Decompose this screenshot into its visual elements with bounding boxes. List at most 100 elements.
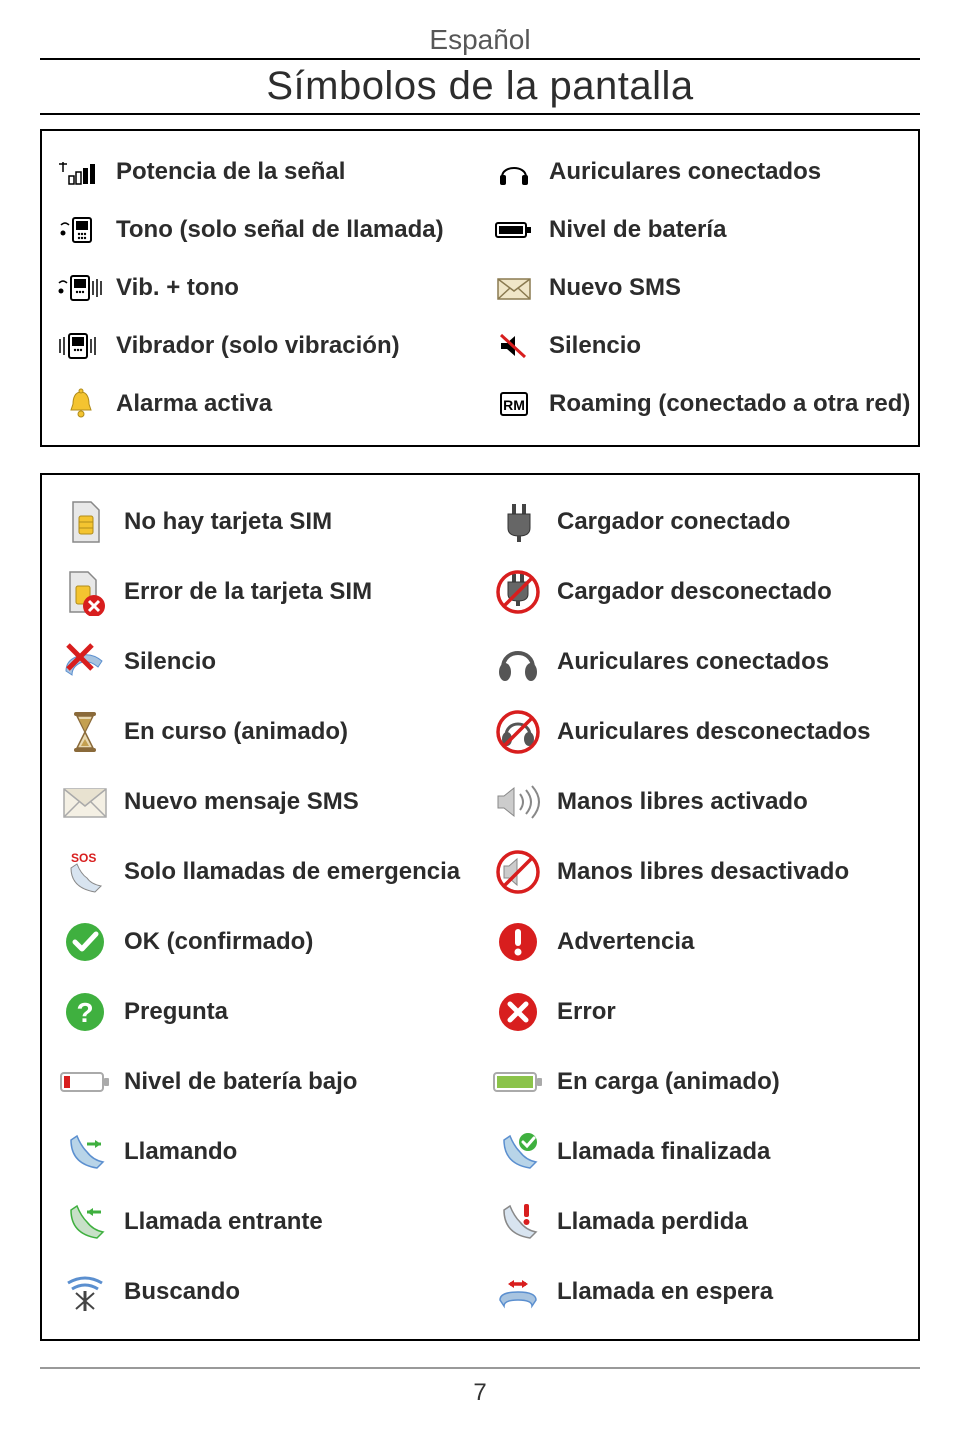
label: Llamada finalizada <box>547 1138 770 1166</box>
vibrate-icon <box>56 331 106 361</box>
row-error: Error <box>489 977 912 1047</box>
envelope-large-icon <box>56 784 114 820</box>
signal-strength-icon <box>56 158 106 186</box>
footer-rule <box>40 1367 920 1369</box>
row-roaming: RM Roaming (conectado a otra red) <box>489 375 912 433</box>
row-call-waiting: Llamada en espera <box>489 1257 912 1327</box>
row-new-sms-msg: Nuevo mensaje SMS <box>56 767 479 837</box>
row-signal-strength: Potencia de la señal <box>56 143 479 201</box>
row-charger-connected: Cargador conectado <box>489 487 912 557</box>
label: En carga (animado) <box>547 1068 780 1096</box>
label: Silencio <box>539 332 641 360</box>
row-vibrate-only: Vibrador (solo vibración) <box>56 317 479 375</box>
row-vib-tone: Vib. + tono <box>56 259 479 317</box>
sim-card-icon <box>56 498 114 546</box>
question-circle-icon: ? <box>56 990 114 1034</box>
label: Nuevo mensaje SMS <box>114 788 359 816</box>
row-calling: Llamando <box>56 1117 479 1187</box>
label: Llamada perdida <box>547 1208 748 1236</box>
sim-error-icon <box>56 568 114 616</box>
svg-text:RM: RM <box>503 397 525 413</box>
tone-phone-icon <box>56 215 106 245</box>
row-no-sim: No hay tarjeta SIM <box>56 487 479 557</box>
label: Auriculares desconectados <box>547 718 870 746</box>
speaker-off-icon <box>489 848 547 896</box>
row-battery-level: Nivel de batería <box>489 201 912 259</box>
label: Llamada en espera <box>547 1278 773 1306</box>
row-warning: Advertencia <box>489 907 912 977</box>
sos-phone-icon: SOS <box>56 848 114 896</box>
error-x-icon <box>489 990 547 1034</box>
row-question: ? Pregunta <box>56 977 479 1047</box>
headphones-large-icon <box>489 640 547 684</box>
low-battery-icon <box>56 1067 114 1097</box>
label: Advertencia <box>547 928 694 956</box>
searching-antenna-icon <box>56 1269 114 1315</box>
label: Tono (solo señal de llamada) <box>106 216 444 244</box>
label: Vib. + tono <box>106 274 239 302</box>
charger-off-icon <box>489 568 547 616</box>
charging-battery-icon <box>489 1067 547 1097</box>
row-new-sms: Nuevo SMS <box>489 259 912 317</box>
label: Cargador conectado <box>547 508 790 536</box>
label: Potencia de la señal <box>106 158 345 186</box>
label: Auriculares conectados <box>547 648 829 676</box>
svg-text:SOS: SOS <box>71 851 96 865</box>
row-charger-disconnected: Cargador desconectado <box>489 557 912 627</box>
label: Error <box>547 998 616 1026</box>
label: Manos libres activado <box>547 788 808 816</box>
call-waiting-icon <box>489 1272 547 1312</box>
label: No hay tarjeta SIM <box>114 508 332 536</box>
row-low-battery: Nivel de batería bajo <box>56 1047 479 1117</box>
calling-icon <box>56 1128 114 1176</box>
mute-icon <box>489 331 539 361</box>
missed-call-icon <box>489 1198 547 1246</box>
label: Nivel de batería bajo <box>114 1068 357 1096</box>
label: Vibrador (solo vibración) <box>106 332 400 360</box>
row-in-progress: En curso (animado) <box>56 697 479 767</box>
language-label: Español <box>40 24 920 56</box>
label: Error de la tarjeta SIM <box>114 578 372 606</box>
row-headphones-disconnected: Auriculares desconectados <box>489 697 912 767</box>
row-silence-handset: Silencio <box>56 627 479 697</box>
label: En curso (animado) <box>114 718 348 746</box>
envelope-icon <box>489 275 539 301</box>
call-ended-icon <box>489 1128 547 1176</box>
popup-symbols-panel: No hay tarjeta SIM Cargador conectado Er… <box>40 473 920 1341</box>
handset-mute-icon <box>56 641 114 683</box>
label: OK (confirmado) <box>114 928 313 956</box>
label: Silencio <box>114 648 216 676</box>
headphones-icon <box>489 157 539 187</box>
battery-icon <box>489 219 539 241</box>
label: Nuevo SMS <box>539 274 681 302</box>
row-handsfree-on: Manos libres activado <box>489 767 912 837</box>
row-handsfree-off: Manos libres desactivado <box>489 837 912 907</box>
page-number: 7 <box>40 1379 920 1407</box>
vib-tone-icon <box>56 273 106 303</box>
row-searching: Buscando <box>56 1257 479 1327</box>
row-alarm-active: Alarma activa <box>56 375 479 433</box>
row-incoming-call: Llamada entrante <box>56 1187 479 1257</box>
label: Solo llamadas de emergencia <box>114 858 460 886</box>
row-ok-confirm: OK (confirmado) <box>56 907 479 977</box>
check-circle-icon <box>56 920 114 964</box>
hourglass-icon <box>56 709 114 755</box>
row-headphones-connected-2: Auriculares conectados <box>489 627 912 697</box>
svg-text:?: ? <box>76 997 93 1028</box>
label: Llamada entrante <box>114 1208 323 1236</box>
headphones-off-icon <box>489 708 547 756</box>
label: Llamando <box>114 1138 237 1166</box>
row-silence: Silencio <box>489 317 912 375</box>
row-sos-calls: SOS Solo llamadas de emergencia <box>56 837 479 907</box>
warning-icon <box>489 920 547 964</box>
row-sim-error: Error de la tarjeta SIM <box>56 557 479 627</box>
row-call-ended: Llamada finalizada <box>489 1117 912 1187</box>
row-charging: En carga (animado) <box>489 1047 912 1117</box>
page-title: Símbolos de la pantalla <box>40 58 920 115</box>
label: Alarma activa <box>106 390 272 418</box>
label: Manos libres desactivado <box>547 858 849 886</box>
row-missed-call: Llamada perdida <box>489 1187 912 1257</box>
label: Nivel de batería <box>539 216 726 244</box>
label: Pregunta <box>114 998 228 1026</box>
bell-icon <box>56 388 106 420</box>
